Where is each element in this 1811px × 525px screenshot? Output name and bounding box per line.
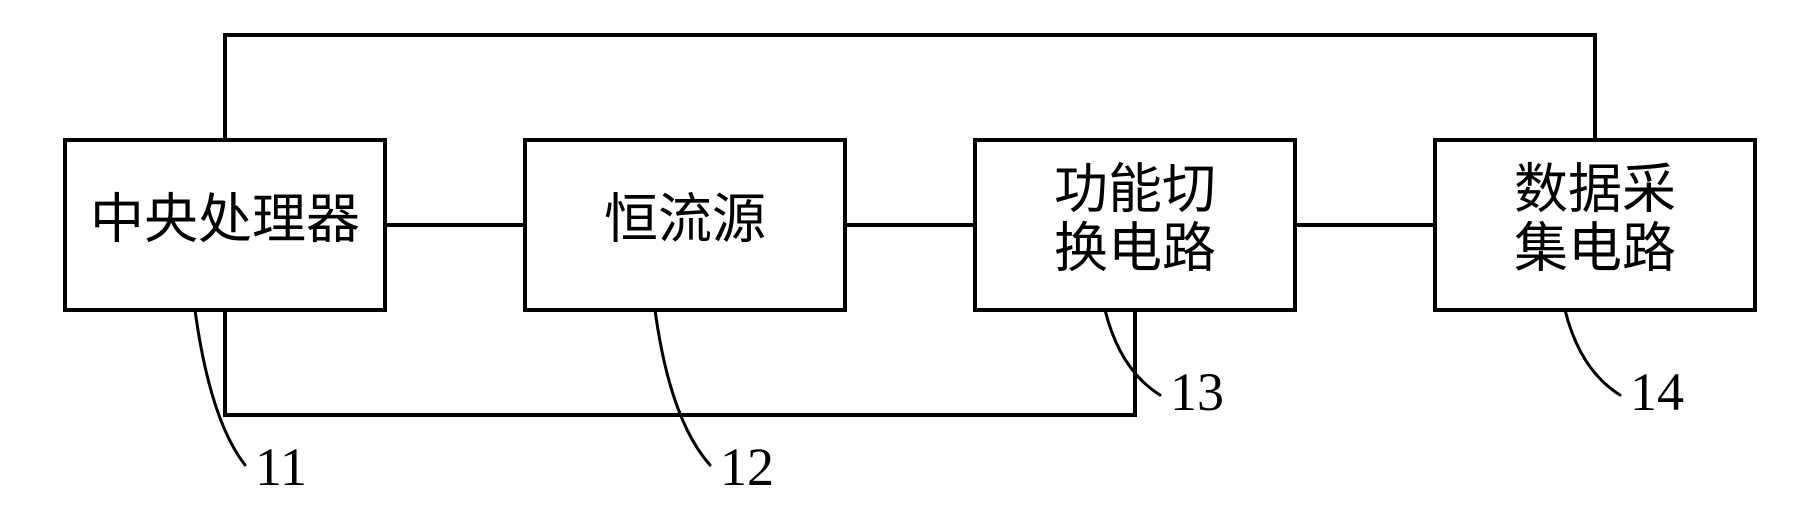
ref-12: 12 — [720, 437, 774, 497]
box-src-label: 恒流源 — [604, 189, 766, 249]
box-cpu: 中央处理器 — [65, 140, 385, 310]
leader-11 — [195, 310, 245, 465]
leader-14 — [1565, 310, 1620, 395]
ref-11: 11 — [255, 437, 307, 497]
ref-14: 14 — [1630, 362, 1684, 422]
leader-12 — [655, 310, 710, 465]
box-daq: 数据采集电路 — [1435, 140, 1755, 310]
diagram-svg: 中央处理器 恒流源 功能切换电路 数据采集电路 11 12 13 14 — [0, 0, 1811, 525]
feedback-bottom — [225, 310, 1135, 415]
ref-13: 13 — [1170, 362, 1224, 422]
box-cpu-label: 中央处理器 — [90, 189, 360, 249]
block-diagram: 中央处理器 恒流源 功能切换电路 数据采集电路 11 12 13 14 — [0, 0, 1811, 525]
box-daq-label: 数据采集电路 — [1514, 160, 1676, 279]
box-switch: 功能切换电路 — [975, 140, 1295, 310]
box-src: 恒流源 — [525, 140, 845, 310]
leader-13 — [1105, 310, 1160, 395]
feedback-top — [225, 35, 1595, 140]
box-switch-label: 功能切换电路 — [1054, 160, 1216, 279]
